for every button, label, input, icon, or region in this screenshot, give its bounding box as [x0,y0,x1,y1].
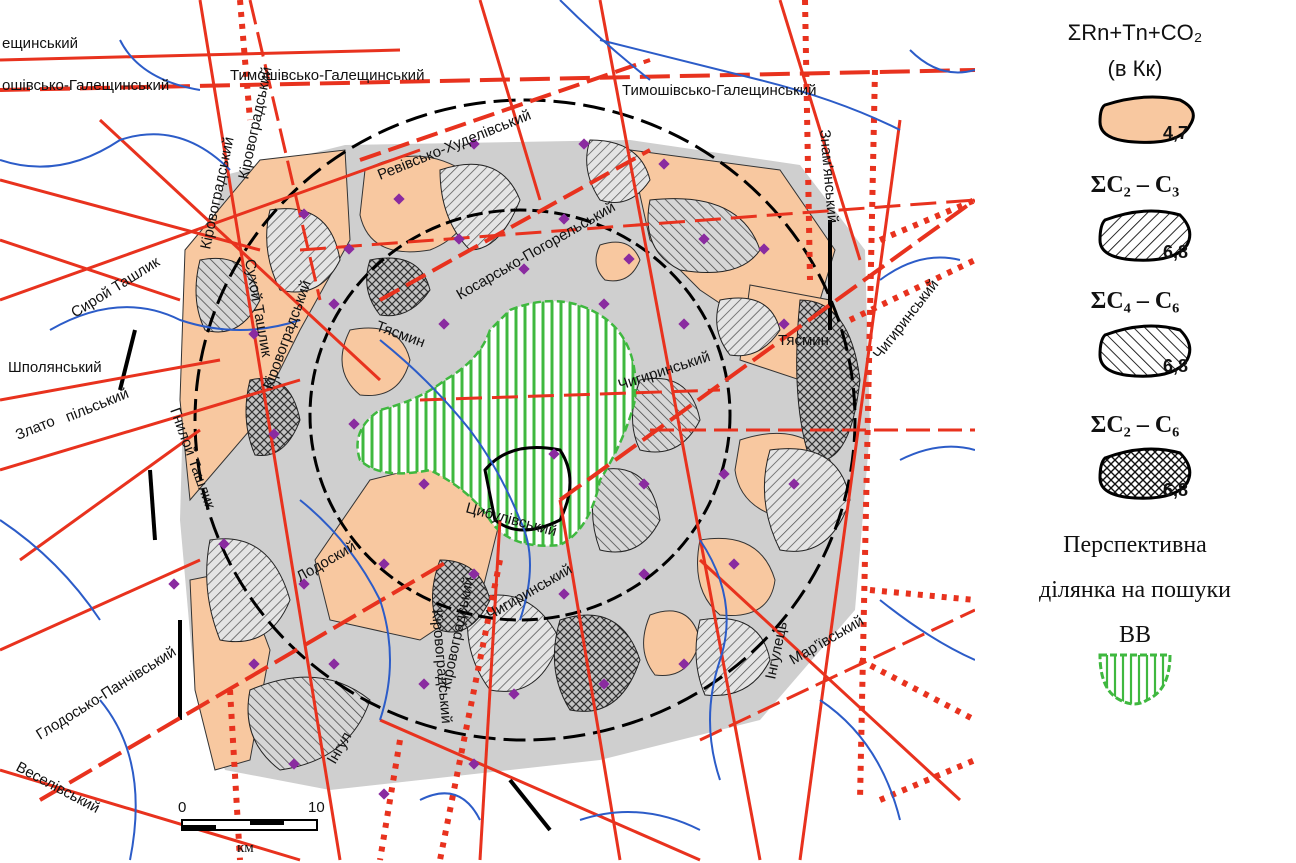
fault-label: Веселівський [13,759,102,817]
legend-c4c6-value: 6,8 [1163,356,1188,376]
legend-c2c3-symbol [1098,209,1192,262]
scale-unit: км [237,840,254,856]
map-legend: ΣRn+Tn+CO₂ (в Кк) 4,7 ΣC₂ – C₃ 6,8 ΣC₄ –… [1039,20,1231,706]
scale-start: 0 [178,799,186,816]
fault-label: Злато [13,413,57,444]
fault-label: Тимошівсько-Галещинський [622,82,816,99]
legend-perspective-line1: Перспективна [1063,532,1207,558]
scale-end: 10 [308,799,325,816]
fault-label: Чигиринський [870,276,942,362]
ring-structures [118,98,857,832]
dotted-faults [227,0,975,861]
legend-c4c6-label: ΣC₄ – C₆ [1091,288,1180,314]
boreholes [168,138,800,800]
hatched-anomalies [195,139,861,771]
fault-label: Тясмин [778,332,829,349]
legend-c2c3-value: 6,8 [1163,242,1188,262]
geological-map: ещинський ошівсько-Галещинський Тимошівс… [0,0,975,862]
fault-lines [0,0,975,862]
fault-label: Тимошівсько-Галещинський [230,67,424,84]
legend-title: ΣRn+Tn+CO₂ [1068,20,1203,45]
scale-bar: 0 10 км [178,799,325,856]
fault-label: пільський [63,385,131,426]
legend-perspective-line2: ділянка на пошуки [1039,577,1231,603]
fault-label: Шполянський [8,359,102,376]
fault-label: ещинський [2,35,78,52]
fault-label: ошівсько-Галещинський [2,77,169,94]
legend-units: (в Кк) [1108,56,1163,81]
fault-label: Сирой Ташлик [68,253,163,321]
legend-c2c6-symbol [1098,447,1192,500]
legend-c2c6-label: ΣC₂ – C₆ [1091,412,1180,438]
legend-perspective-symbol [1098,653,1172,706]
rivers [0,0,975,861]
legend-radon-symbol [1098,95,1195,144]
legend-perspective-line3: ВВ [1119,622,1151,648]
legend-radon-value: 4,7 [1163,123,1188,143]
fault-label: Глодосько-Панчівський [33,643,179,743]
legend-c4c6-symbol [1098,324,1192,378]
legend-c2c3-label: ΣC₂ – C₃ [1091,172,1180,198]
legend-c2c6-value: 6,8 [1163,480,1188,500]
